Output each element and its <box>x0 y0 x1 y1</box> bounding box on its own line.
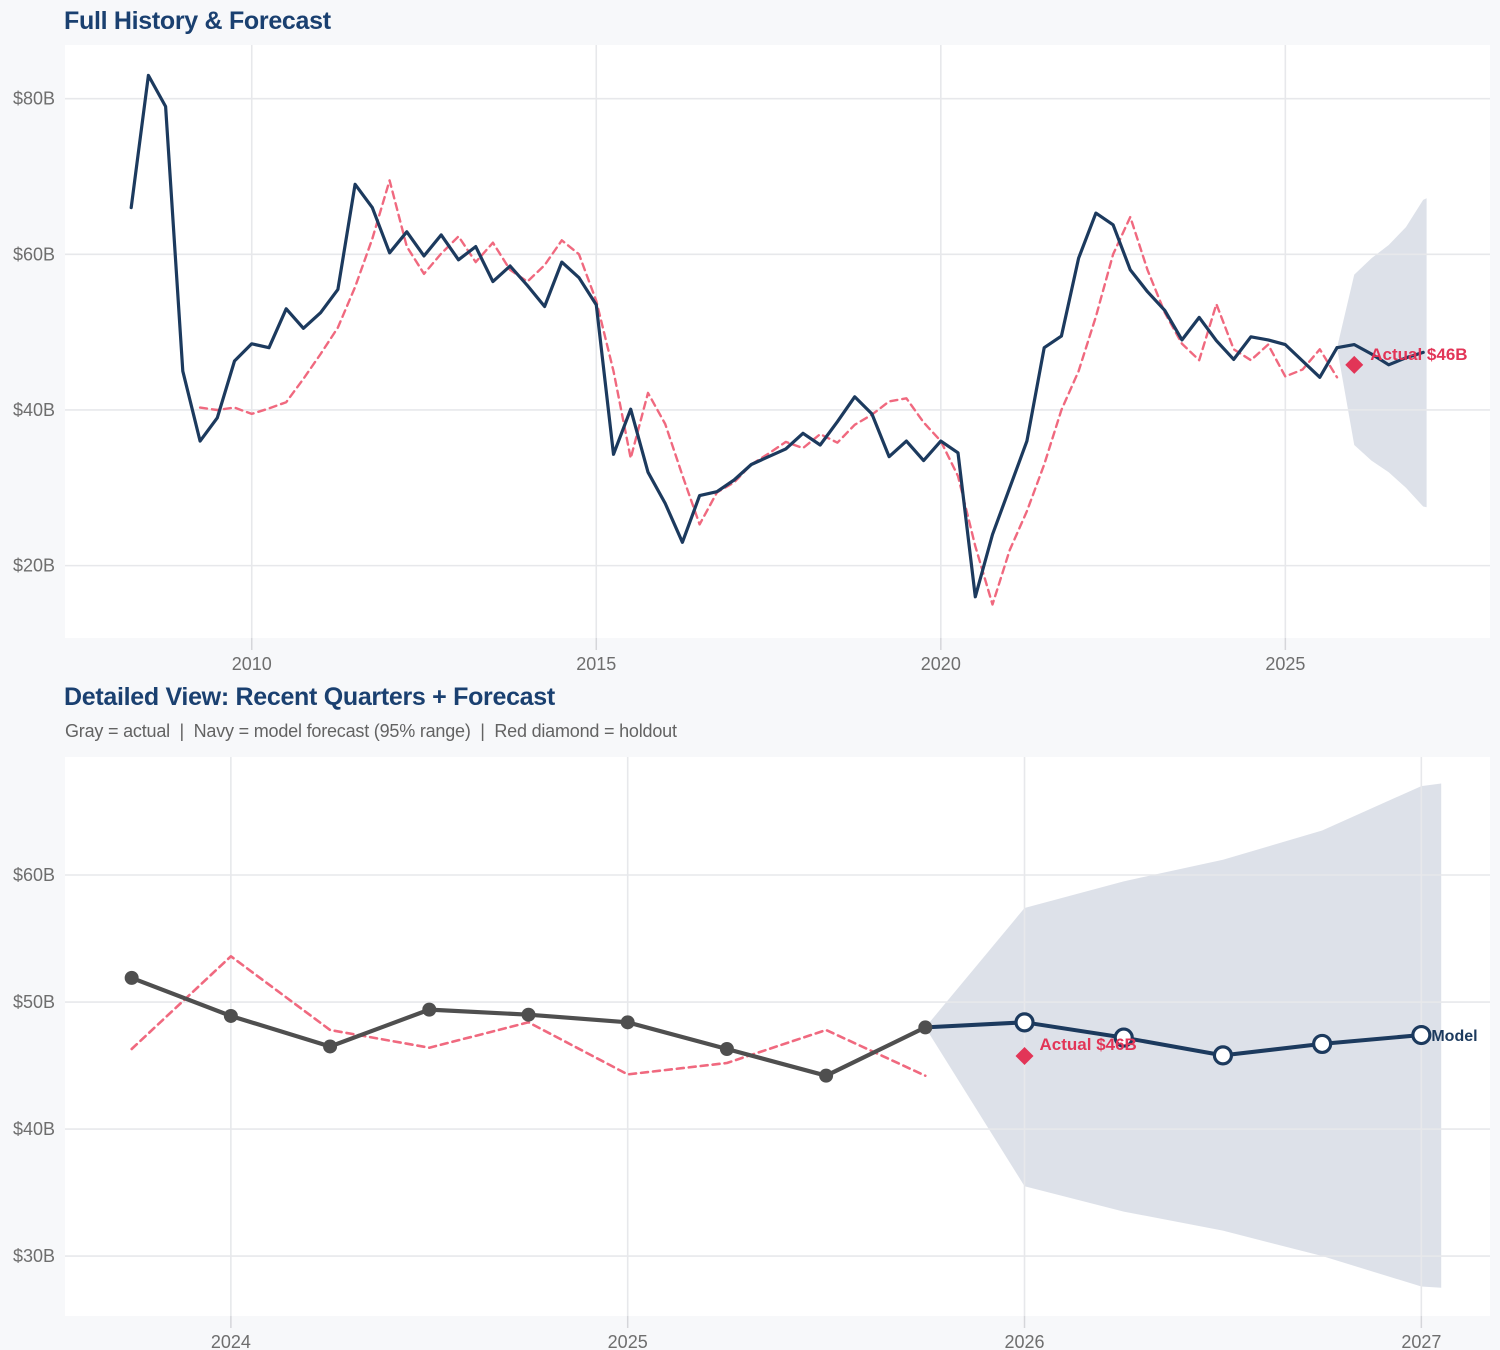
gridlines: $80B $60B $40B $20B 2010 2015 2020 2025 <box>13 45 1490 674</box>
y-tick-label: $60B <box>13 865 55 885</box>
holdout-point-diamond-icon <box>1345 355 1364 374</box>
model-forecast-point <box>1312 1033 1333 1055</box>
plot-area <box>65 45 1490 638</box>
x-tick-label: 2024 <box>211 1332 251 1350</box>
model-insample-line <box>130 955 927 1077</box>
actual-quarters-point <box>918 1020 933 1035</box>
forecast-95-band <box>1337 198 1427 508</box>
model-forecast-point <box>1113 1027 1134 1048</box>
holdout-point-label: Actual $46B <box>1370 345 1467 364</box>
history-actual-line <box>129 73 1339 599</box>
actual-quarters-point <box>620 1015 635 1030</box>
bottom-chart-title: Detailed View: Recent Quarters + Forecas… <box>64 683 555 711</box>
x-tick-label: 2027 <box>1401 1332 1441 1350</box>
model-insample-line <box>198 179 1339 606</box>
x-tick-label: 2015 <box>576 654 616 674</box>
y-tick-label: $40B <box>13 400 55 420</box>
actual-quarters-point <box>124 970 139 985</box>
x-tick-label: 2025 <box>1265 654 1305 674</box>
actual-quarters-point <box>719 1042 734 1057</box>
y-tick-label: $30B <box>13 1246 55 1266</box>
holdout-point-label: Actual $46B <box>1040 1035 1137 1054</box>
holdout-point-diamond-icon <box>1015 1046 1034 1065</box>
actual-quarters-point <box>323 1039 338 1054</box>
y-tick-label: $60B <box>13 244 55 264</box>
x-tick-label: 2020 <box>921 654 961 674</box>
model-end-label: Model <box>1431 1028 1477 1045</box>
y-tick-label: $50B <box>13 992 55 1012</box>
model-forecast-point <box>1014 1012 1035 1033</box>
y-tick-label: $20B <box>13 556 55 576</box>
forecast-95-band <box>925 783 1442 1288</box>
y-tick-label: $40B <box>13 1119 55 1139</box>
x-tick-label: 2010 <box>232 654 272 674</box>
bottom-chart-legend-subtitle: Gray = actual | Navy = model forecast (9… <box>65 721 677 741</box>
actual-quarters-point <box>521 1007 536 1022</box>
actual-quarters-point <box>223 1008 238 1023</box>
y-tick-label: $80B <box>13 89 55 109</box>
model-forecast-line <box>1335 343 1425 367</box>
top-chart-title: Full History & Forecast <box>64 7 331 35</box>
model-forecast-line <box>923 1020 1424 1058</box>
model-forecast-point <box>1411 1024 1432 1046</box>
actual-quarters-point <box>819 1068 834 1083</box>
x-tick-label: 2026 <box>1005 1332 1045 1350</box>
chart: $80B $60B $40B $20B 2010 2015 2020 2025 Actual $… <box>13 45 1490 674</box>
x-tick-label: 2025 <box>608 1332 648 1350</box>
actual-quarters-point <box>422 1002 437 1017</box>
chart: $60B $50B $40B $30B 2024 2025 2026 2027 Actual $… <box>13 757 1490 1350</box>
model-forecast-point <box>1212 1045 1234 1066</box>
